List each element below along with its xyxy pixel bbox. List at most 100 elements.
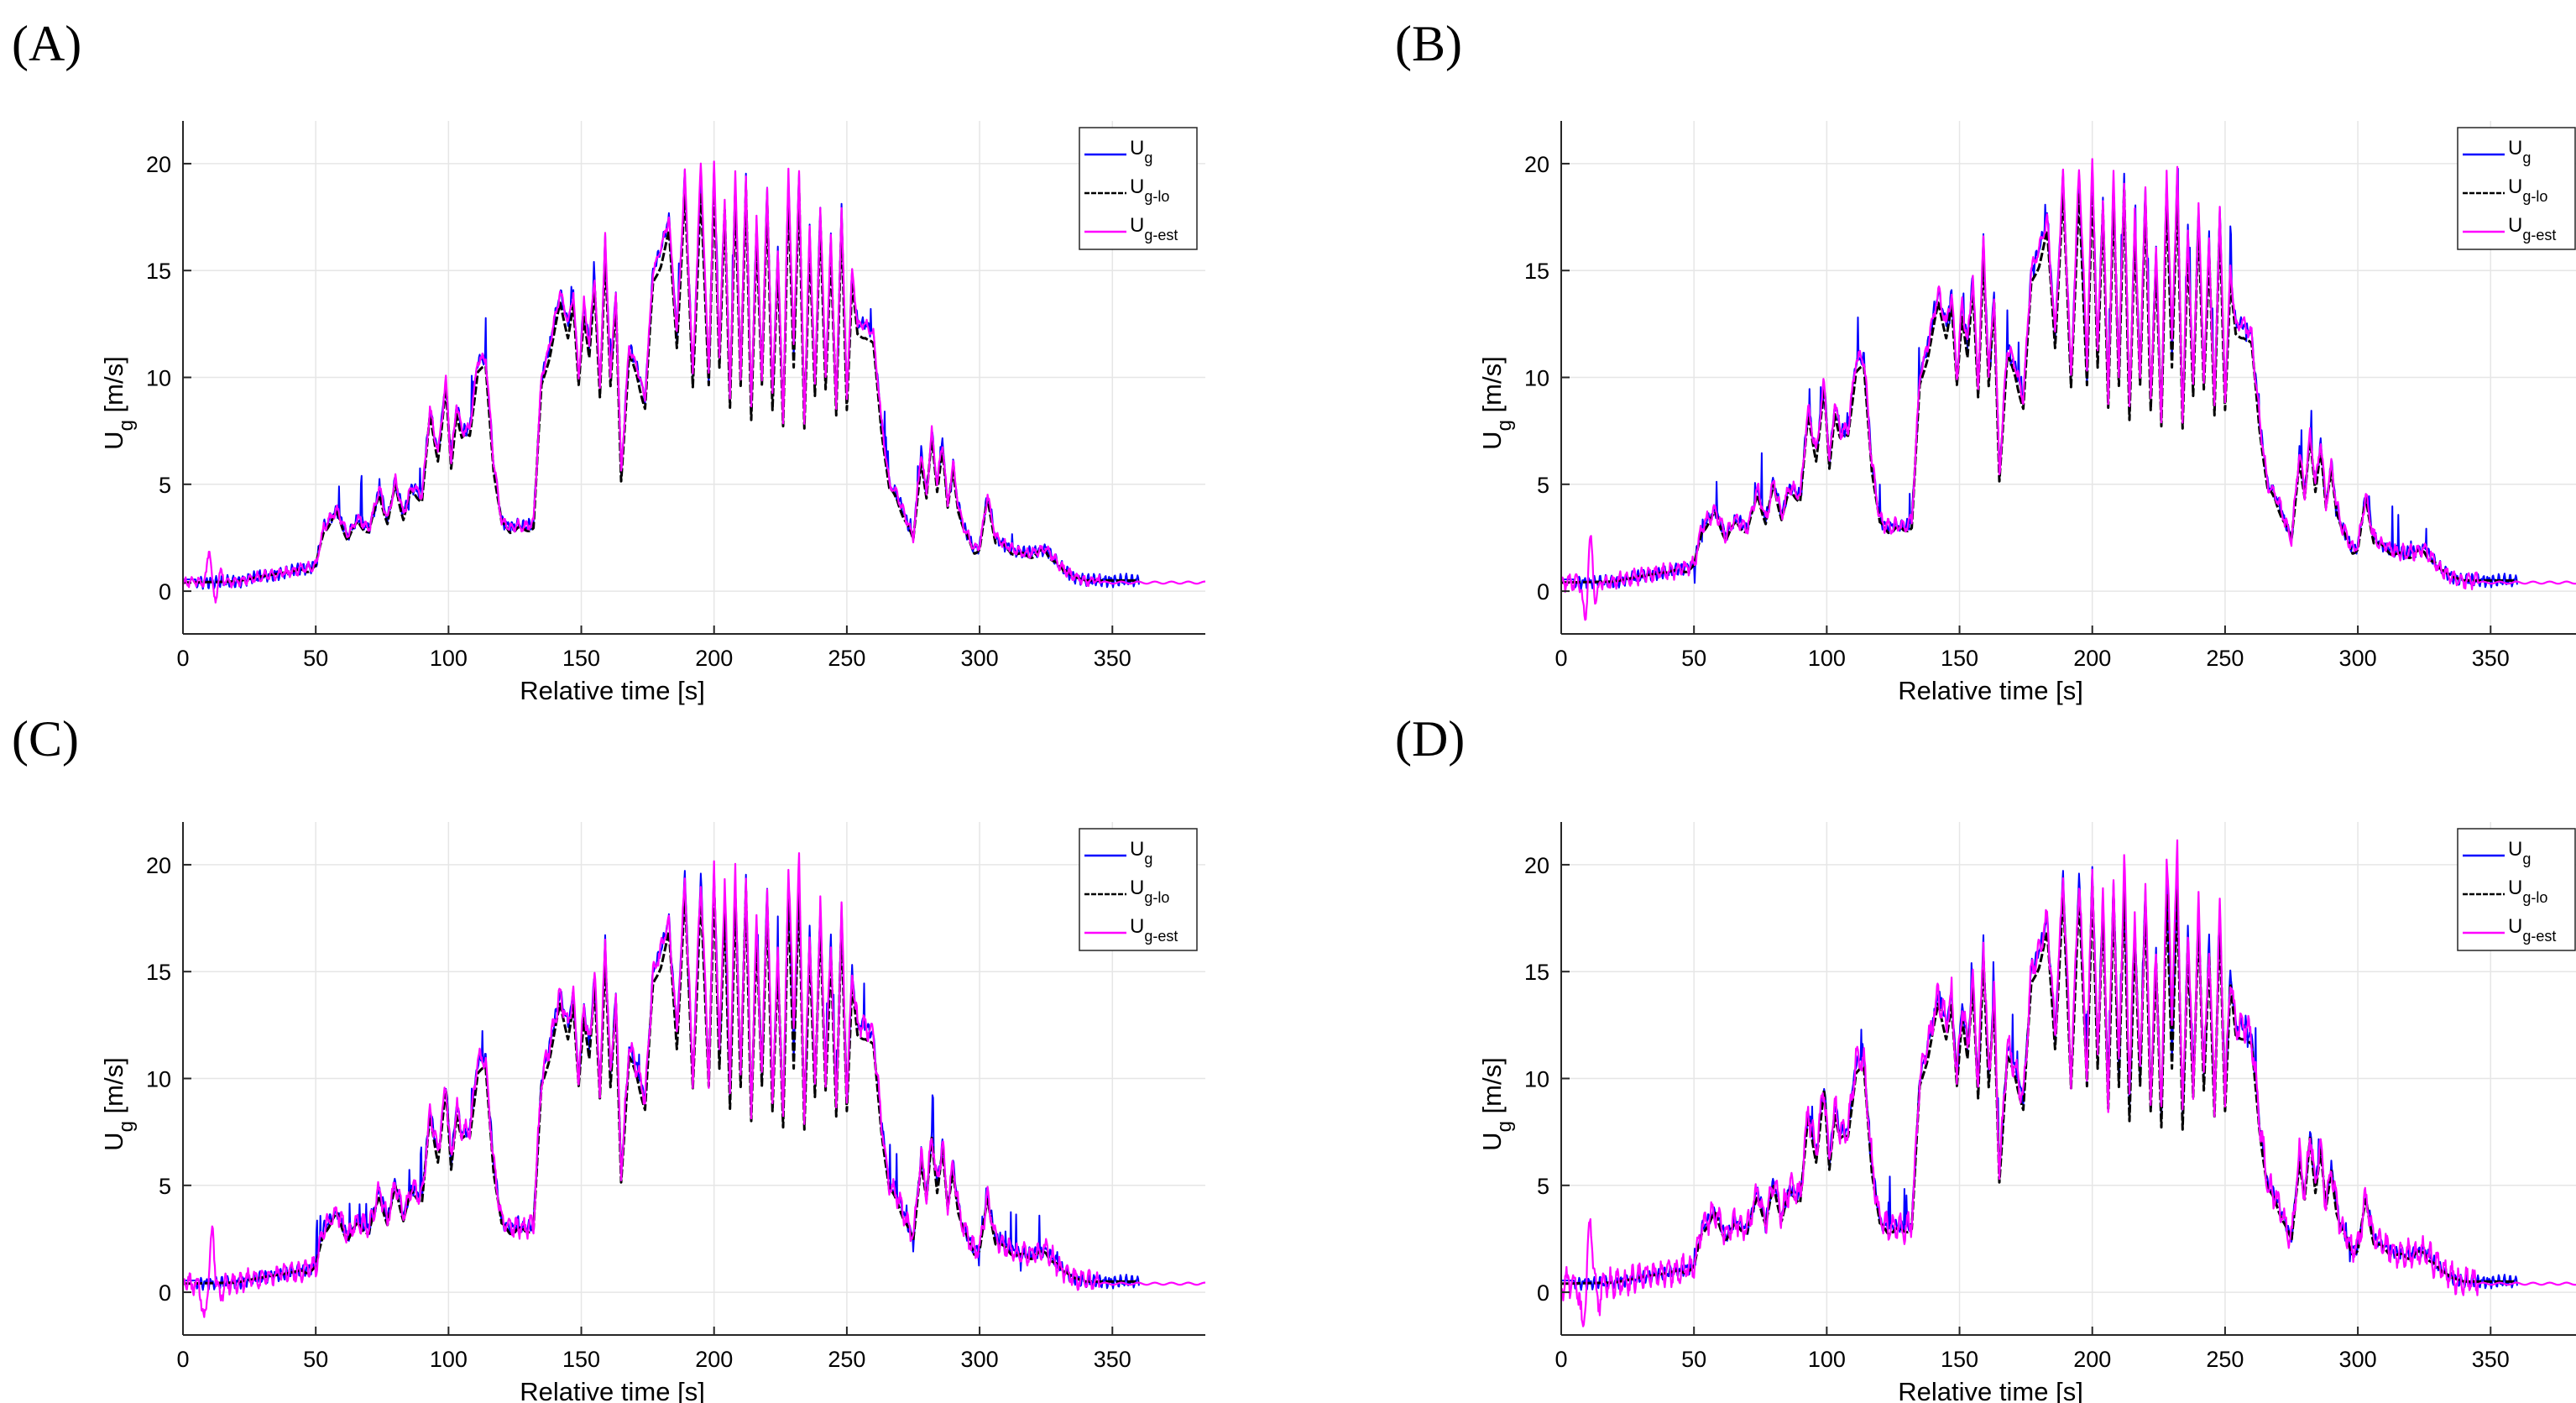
legend-box [2457, 127, 2576, 250]
x-axis-label: Relative time [s] [1898, 676, 2083, 705]
x-tick-label: 50 [303, 646, 328, 671]
legend-label-sub: g-lo [2522, 889, 2547, 906]
legend-label: Ug-lo [1130, 175, 1169, 205]
x-tick-label: 200 [695, 646, 733, 671]
y-axis-label-unit: [m/s] [1477, 1057, 1507, 1121]
legend-label-sub: g-lo [1144, 188, 1169, 205]
legend-label-sub: g [1144, 851, 1152, 867]
x-tick-label: 0 [1554, 646, 1567, 671]
y-tick-label: 20 [146, 152, 171, 177]
x-tick-label: 100 [1808, 1347, 1846, 1372]
legend-label-sub: g [2522, 149, 2531, 166]
legend-label-sub: g-est [1144, 227, 1178, 243]
x-tick-label: 350 [2472, 1347, 2510, 1372]
legend-label: Ug [1130, 137, 1152, 166]
y-tick-label: 5 [159, 1174, 171, 1199]
x-tick-label: 100 [430, 1347, 468, 1372]
legend-label: Ug [1130, 838, 1152, 867]
x-tick-label: 0 [176, 1347, 189, 1372]
chart-b: 0 50 100 150 200 250 300 350 0 5 10 15 20 Relative ti… [1477, 121, 2576, 705]
x-tick-label: 150 [562, 646, 600, 671]
legend-label-main: U [1130, 214, 1144, 237]
series-ug-est [1560, 839, 2576, 1327]
y-tick-label: 0 [159, 1280, 171, 1306]
legend-label-main: U [1130, 137, 1144, 160]
legend-label: Ug-lo [2508, 175, 2547, 205]
x-tick-label: 100 [1808, 646, 1846, 671]
x-tick-label: 50 [1681, 1347, 1706, 1372]
legend-label-sub: g [1144, 149, 1152, 166]
x-tick-label: 300 [961, 646, 999, 671]
x-tick-label: 200 [2073, 646, 2111, 671]
panel-label-c: (C) [12, 711, 79, 767]
x-axis-label: Relative time [s] [1898, 1377, 2083, 1403]
series-ug-est [1560, 158, 2576, 621]
y-tick-label: 15 [1524, 259, 1549, 284]
y-axis-label-unit: [m/s] [1477, 356, 1507, 420]
panel-b: (B) 0 50 100 150 200 250 300 350 0 5 10 15 20 Relativ… [1378, 0, 2576, 705]
x-tick-label: 200 [695, 1347, 733, 1372]
series-ug-lo [1560, 182, 2518, 584]
y-axis-label-main: U [99, 431, 128, 449]
legend-box [2457, 828, 2576, 951]
legend-label-sub: g-est [2522, 227, 2556, 243]
y-tick-label: 5 [159, 473, 171, 498]
x-tick-label: 0 [1554, 1347, 1567, 1372]
series-ug-lo [182, 182, 1140, 584]
panel-label-a: (A) [12, 16, 82, 71]
panel-c: (C) 0 50 100 150 200 250 300 350 0 5 10 15 20 Relativ… [0, 701, 1284, 1403]
legend-label-main: U [2508, 915, 2522, 938]
panel-label-d: (D) [1395, 711, 1466, 767]
y-tick-label: 10 [1524, 1067, 1549, 1092]
legend: Ug Ug-lo Ug-est [2457, 127, 2576, 250]
series-ug-est [181, 160, 1206, 604]
grid [1560, 822, 2576, 1335]
y-axis-label-main: U [1477, 431, 1507, 449]
legend-label: Ug-est [2508, 214, 2556, 243]
y-axis-label: Ug [m/s] [1477, 356, 1516, 450]
legend-label-sub: g [2522, 851, 2531, 867]
series-ug-est [182, 852, 1206, 1318]
y-axis-label-sub: g [1493, 420, 1516, 431]
x-tick-label: 0 [176, 646, 189, 671]
legend-label: Ug-lo [1130, 877, 1169, 906]
legend-label: Ug [2508, 838, 2531, 867]
y-axis-label-main: U [1477, 1132, 1507, 1150]
legend-label-sub: g-est [2522, 928, 2556, 945]
grid [1560, 121, 2576, 634]
y-axis-label-unit: [m/s] [99, 356, 128, 420]
legend-label-main: U [2508, 137, 2522, 160]
y-axis-label-sub: g [115, 420, 138, 431]
y-tick-label: 10 [146, 366, 171, 391]
legend-label-main: U [1130, 838, 1144, 861]
x-tick-label: 200 [2073, 1347, 2111, 1372]
y-tick-label: 15 [146, 259, 171, 284]
x-tick-label: 50 [303, 1347, 328, 1372]
x-tick-label: 100 [430, 646, 468, 671]
x-tick-label: 350 [1094, 1347, 1131, 1372]
y-tick-label: 5 [1537, 1174, 1549, 1199]
x-tick-label: 250 [828, 646, 865, 671]
legend-box [1079, 828, 1198, 951]
legend-label-main: U [2508, 838, 2522, 861]
y-axis-label: Ug [m/s] [99, 356, 138, 450]
chart-c: 0 50 100 150 200 250 300 350 0 5 10 15 20 Relative ti… [99, 822, 1206, 1403]
y-tick-label: 0 [1537, 579, 1549, 605]
legend-label-main: U [1130, 915, 1144, 938]
x-tick-label: 300 [961, 1347, 999, 1372]
x-tick-label: 350 [1094, 646, 1131, 671]
x-tick-label: 150 [1941, 1347, 1978, 1372]
x-tick-label: 300 [2339, 1347, 2377, 1372]
y-tick-label: 15 [1524, 960, 1549, 985]
legend-label-main: U [2508, 214, 2522, 237]
panel-a: (A) 0 50 100 150 200 250 300 350 0 5 10 15 20 Relativ… [0, 0, 1284, 705]
x-tick-label: 350 [2472, 646, 2510, 671]
y-axis-label: Ug [m/s] [1477, 1057, 1516, 1151]
y-tick-label: 20 [1524, 853, 1549, 878]
panel-label-b: (B) [1395, 16, 1462, 71]
y-tick-label: 10 [1524, 366, 1549, 391]
panel-d: (D) 0 50 100 150 200 250 300 350 0 5 10 15 20 Relativ… [1378, 701, 2576, 1403]
y-tick-label: 0 [159, 579, 171, 605]
